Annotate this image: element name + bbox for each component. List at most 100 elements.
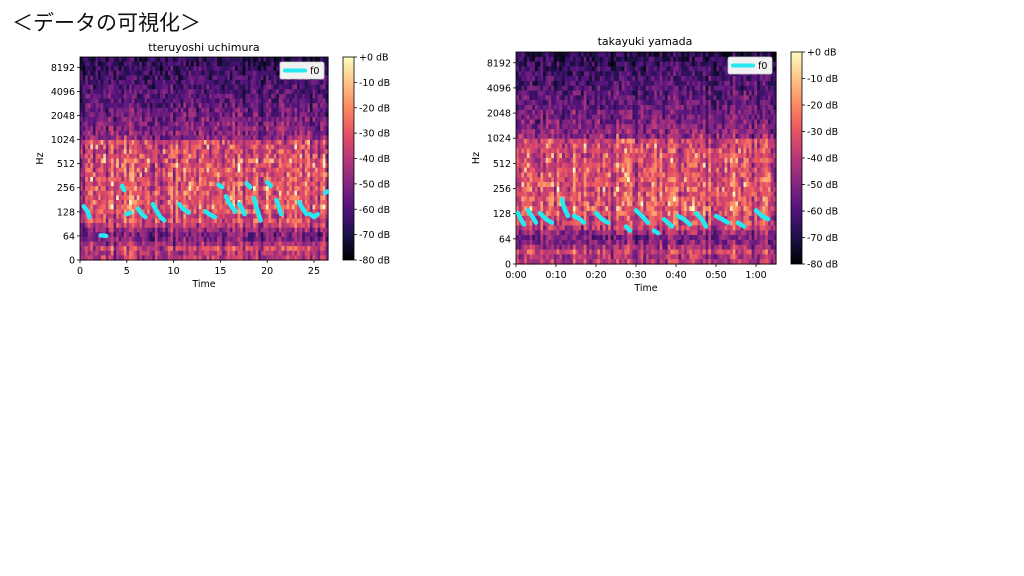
colorbar-tick-label: -10 dB: [807, 74, 838, 85]
colorbar-tick-label: -60 dB: [807, 207, 838, 218]
f0-segment: [203, 209, 218, 220]
y-tick-label: 64: [63, 231, 75, 242]
f0-segment: [675, 213, 693, 227]
x-tick-label: 15: [214, 266, 226, 277]
y-axis-label: Hz: [35, 152, 46, 164]
x-axis-label: Time: [191, 279, 215, 290]
f0-segment: [307, 211, 320, 220]
y-tick-label: 128: [57, 207, 75, 218]
f0-segment: [244, 181, 253, 190]
y-tick-label: 512: [493, 159, 511, 170]
y-tick-label: 2048: [51, 111, 75, 122]
legend-label: f0: [758, 61, 767, 72]
spectrogram-image: [80, 57, 329, 261]
f0-segment: [236, 201, 247, 217]
colorbar-tick-label: -80 dB: [807, 260, 838, 271]
chart-title: takayuki yamada: [597, 35, 693, 48]
f0-segment: [515, 210, 527, 227]
plot-frame: [515, 51, 777, 265]
y-tick-label: 2048: [487, 109, 511, 120]
f0-segment: [296, 199, 309, 217]
colorbar: [342, 56, 355, 261]
x-tick-label: 0: [77, 266, 83, 277]
colorbar-tick-label: -60 dB: [359, 205, 390, 216]
colorbar-tick-label: -10 dB: [359, 78, 390, 89]
y-tick-label: 64: [499, 234, 511, 245]
y-axis-label: Hz: [471, 152, 482, 164]
f0-segment: [119, 183, 127, 193]
f0-segment: [661, 216, 675, 229]
f0-series: [81, 179, 330, 239]
colorbar-tick-label: -70 dB: [359, 230, 390, 241]
colorbar-tick-label: -40 dB: [807, 154, 838, 165]
f0-segment: [135, 206, 148, 220]
y-tick-label: 1024: [51, 135, 75, 146]
colorbar-tick-label: -40 dB: [359, 154, 390, 165]
chart-legend: f0: [279, 61, 325, 80]
f0-segment: [81, 204, 92, 220]
f0-segment: [264, 179, 274, 189]
colorbar-tick-label: -20 dB: [359, 103, 390, 114]
f0-segment: [651, 228, 661, 236]
colorbar-tick-label: -30 dB: [807, 127, 838, 138]
y-tick-label: 256: [493, 184, 511, 195]
x-tick-label: 0:40: [665, 270, 686, 281]
colorbar-tick-label: -50 dB: [807, 180, 838, 191]
plot-frame: [79, 56, 329, 261]
f0-segment: [633, 208, 651, 225]
chart-title: tteruyoshi uchimura: [148, 41, 260, 54]
f0-segment: [124, 210, 133, 217]
colorbar-tick-label: +0 dB: [807, 48, 837, 59]
f0-segment: [150, 201, 167, 223]
f0-segment: [693, 210, 709, 229]
f0-segment: [322, 189, 330, 196]
colorbar-tick-label: +0 dB: [359, 53, 389, 64]
f0-segment: [251, 195, 263, 223]
x-tick-label: 25: [308, 266, 320, 277]
f0-segment: [735, 220, 747, 229]
x-tick-label: 0:30: [625, 270, 646, 281]
x-tick-label: 0:20: [585, 270, 606, 281]
x-tick-label: 1:00: [745, 270, 766, 281]
y-tick-label: 512: [57, 159, 75, 170]
x-tick-label: 20: [261, 266, 273, 277]
f0-segment: [216, 182, 225, 190]
x-tick-label: 10: [168, 266, 180, 277]
y-tick-label: 256: [57, 183, 75, 194]
y-tick-label: 8192: [51, 63, 75, 74]
f0-segment: [98, 233, 109, 239]
spectrogram-chart-yamada: takayuki yamada 0 64 128 256 512 1024 2048 4096…: [464, 34, 854, 300]
f0-segment: [559, 197, 571, 219]
f0-segment: [525, 208, 539, 225]
x-tick-label: 0:10: [545, 270, 566, 281]
colorbar-tick-label: -20 dB: [807, 101, 838, 112]
y-tick-label: 0: [505, 260, 511, 271]
y-tick-label: 128: [493, 209, 511, 220]
legend-label: f0: [310, 66, 319, 77]
f0-segment: [623, 224, 633, 233]
colorbar-tick-label: -70 dB: [807, 233, 838, 244]
colorbar: [790, 51, 803, 265]
spectrogram-chart-uchimura: tteruyoshi uchimura 0 64 128 256 512 1024 2048…: [28, 40, 408, 300]
f0-series: [515, 197, 771, 236]
f0-segment: [713, 213, 731, 225]
y-tick-label: 4096: [487, 83, 511, 94]
slide-title: ＜データの可視化＞: [12, 11, 201, 35]
y-tick-label: 4096: [51, 87, 75, 98]
spectrogram-plot: 0 64 128 256 512 1024 2048 4096 8192 0:00 0:10 0:20…: [471, 48, 838, 295]
f0-segment: [753, 208, 771, 222]
y-tick-label: 8192: [487, 58, 511, 69]
colorbar-tick-label: -80 dB: [359, 256, 390, 267]
x-tick-label: 0:00: [505, 270, 526, 281]
f0-segment: [176, 201, 191, 215]
f0-segment: [537, 210, 555, 225]
f0-segment: [274, 197, 284, 217]
chart-legend: f0: [727, 56, 773, 75]
f0-segment: [593, 210, 611, 225]
spectrogram-image: [516, 52, 777, 265]
f0-segment: [223, 194, 238, 214]
x-tick-label: 5: [124, 266, 130, 277]
colorbar-tick-label: -50 dB: [359, 179, 390, 190]
f0-segment: [571, 213, 587, 225]
colorbar-tick-label: -30 dB: [359, 129, 390, 140]
